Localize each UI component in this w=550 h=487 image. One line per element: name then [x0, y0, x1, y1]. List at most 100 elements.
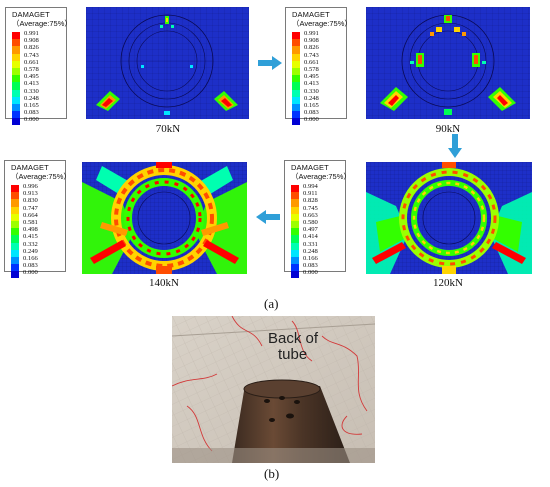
legend-value: 0.413 [24, 80, 39, 88]
legend-swatch [292, 67, 300, 76]
legend-value: 0.826 [304, 44, 319, 52]
legend-value: 0.830 [23, 197, 38, 205]
legend-swatch [292, 60, 300, 68]
legend-swatch [292, 111, 300, 119]
legend-value: 0.166 [23, 254, 38, 262]
legend-subtitle: （Average:75%） [292, 19, 352, 28]
legend-value: 0.661 [304, 58, 319, 66]
legend-color-bar [11, 185, 19, 279]
arrow-right-icon [258, 56, 282, 75]
legend-swatch [292, 32, 300, 40]
legend-swatch [12, 67, 20, 76]
legend-value: 0.330 [24, 87, 39, 95]
legend-value: 0.908 [304, 37, 319, 45]
legend-values: 0.991 0.908 0.826 0.743 0.661 0.578 0.495 0.413… [24, 30, 39, 123]
legend-value: 0.495 [24, 73, 39, 81]
legend-value: 0.249 [23, 247, 38, 255]
legend-swatch [291, 242, 299, 250]
legend-swatch [291, 228, 299, 236]
legend-title: DAMAGET [292, 10, 330, 19]
legend-value: 0.330 [304, 87, 319, 95]
legend-swatch [291, 220, 299, 229]
legend-value: 0.248 [24, 94, 39, 102]
legend-swatch [12, 89, 20, 97]
legend-swatch [12, 60, 20, 68]
legend-value: 0.000 [303, 269, 318, 277]
legend-120kn: DAMAGET （Average:75%） 0.994 0.911 0.828 0.7… [284, 160, 351, 279]
legend-value: 0.083 [304, 109, 319, 117]
legend-swatch [12, 53, 20, 61]
legend-color-bar [12, 32, 20, 126]
legend-70kn: DAMAGET （Average:75%） 0.991 0.908 0.826 0.7… [5, 7, 72, 126]
legend-value: 0.661 [24, 58, 39, 66]
legend-value: 0.498 [23, 226, 38, 234]
legend-value: 0.743 [304, 51, 319, 59]
damage-contour-90kn [366, 7, 530, 119]
legend-value: 0.991 [304, 30, 319, 37]
photo-annotation-line2: tube [278, 346, 308, 363]
legend-swatch [292, 53, 300, 61]
legend-value: 0.913 [23, 190, 38, 198]
legend-value: 0.248 [304, 94, 319, 102]
legend-title: DAMAGET [12, 10, 50, 19]
legend-swatch [291, 256, 299, 265]
legend-value: 0.664 [23, 211, 38, 219]
legend-swatch [291, 185, 299, 193]
legend-swatch [12, 82, 20, 90]
legend-swatch [292, 39, 300, 47]
legend-90kn: DAMAGET （Average:75%） 0.991 0.908 0.826 0.7… [285, 7, 352, 126]
legend-value: 0.415 [23, 233, 38, 241]
legend-value: 0.581 [23, 218, 38, 226]
legend-value: 0.996 [23, 183, 38, 190]
legend-value: 0.828 [303, 197, 318, 205]
load-label-140kn: 140kN [149, 277, 179, 289]
caption-a: (a) [264, 296, 279, 311]
legend-swatch [291, 271, 299, 279]
load-label-70kn: 70kN [155, 123, 181, 135]
arrow-left-icon [256, 210, 280, 229]
legend-swatch [11, 199, 19, 207]
legend-subtitle: （Average:75%） [291, 172, 351, 181]
legend-value: 0.083 [24, 109, 39, 117]
legend-value: 0.414 [303, 233, 318, 241]
legend-swatch [11, 271, 19, 279]
photo-annotation-line1: Back of [268, 330, 319, 347]
legend-subtitle: （Average:75%） [11, 172, 71, 181]
legend-value: 0.908 [24, 37, 39, 45]
legend-swatch [291, 264, 299, 272]
legend-swatch [291, 249, 299, 257]
legend-swatch [291, 192, 299, 200]
legend-swatch [12, 75, 20, 83]
legend-values: 0.991 0.908 0.826 0.743 0.661 0.578 0.495 0.413… [304, 30, 319, 123]
legend-swatch [11, 213, 19, 221]
legend-swatch [11, 206, 19, 214]
legend-swatch [12, 96, 20, 104]
damage-contour-140kn [82, 162, 247, 274]
legend-color-bar [292, 32, 300, 126]
arrow-down-icon [448, 134, 462, 163]
legend-value: 0.332 [23, 240, 38, 248]
legend-value: 0.165 [304, 101, 319, 109]
legend-value: 0.747 [23, 204, 38, 212]
legend-value: 0.911 [303, 190, 318, 198]
legend-swatch [11, 192, 19, 200]
legend-swatch [11, 249, 19, 257]
legend-value: 0.413 [304, 80, 319, 88]
legend-value: 0.578 [24, 65, 39, 73]
legend-value: 0.083 [23, 262, 38, 270]
legend-swatch [11, 235, 19, 243]
legend-value: 0.826 [24, 44, 39, 52]
legend-value: 0.083 [303, 262, 318, 270]
legend-title: DAMAGET [291, 163, 329, 172]
legend-value: 0.663 [303, 211, 318, 219]
legend-swatch [291, 206, 299, 214]
legend-value: 0.248 [303, 247, 318, 255]
legend-value: 0.165 [24, 101, 39, 109]
damage-contour-70kn [86, 7, 249, 119]
legend-color-bar [291, 185, 299, 279]
damage-contour-120kn [366, 162, 532, 274]
legend-swatch [292, 103, 300, 112]
legend-value: 0.000 [23, 269, 38, 277]
legend-swatch [292, 75, 300, 83]
legend-swatch [11, 185, 19, 193]
